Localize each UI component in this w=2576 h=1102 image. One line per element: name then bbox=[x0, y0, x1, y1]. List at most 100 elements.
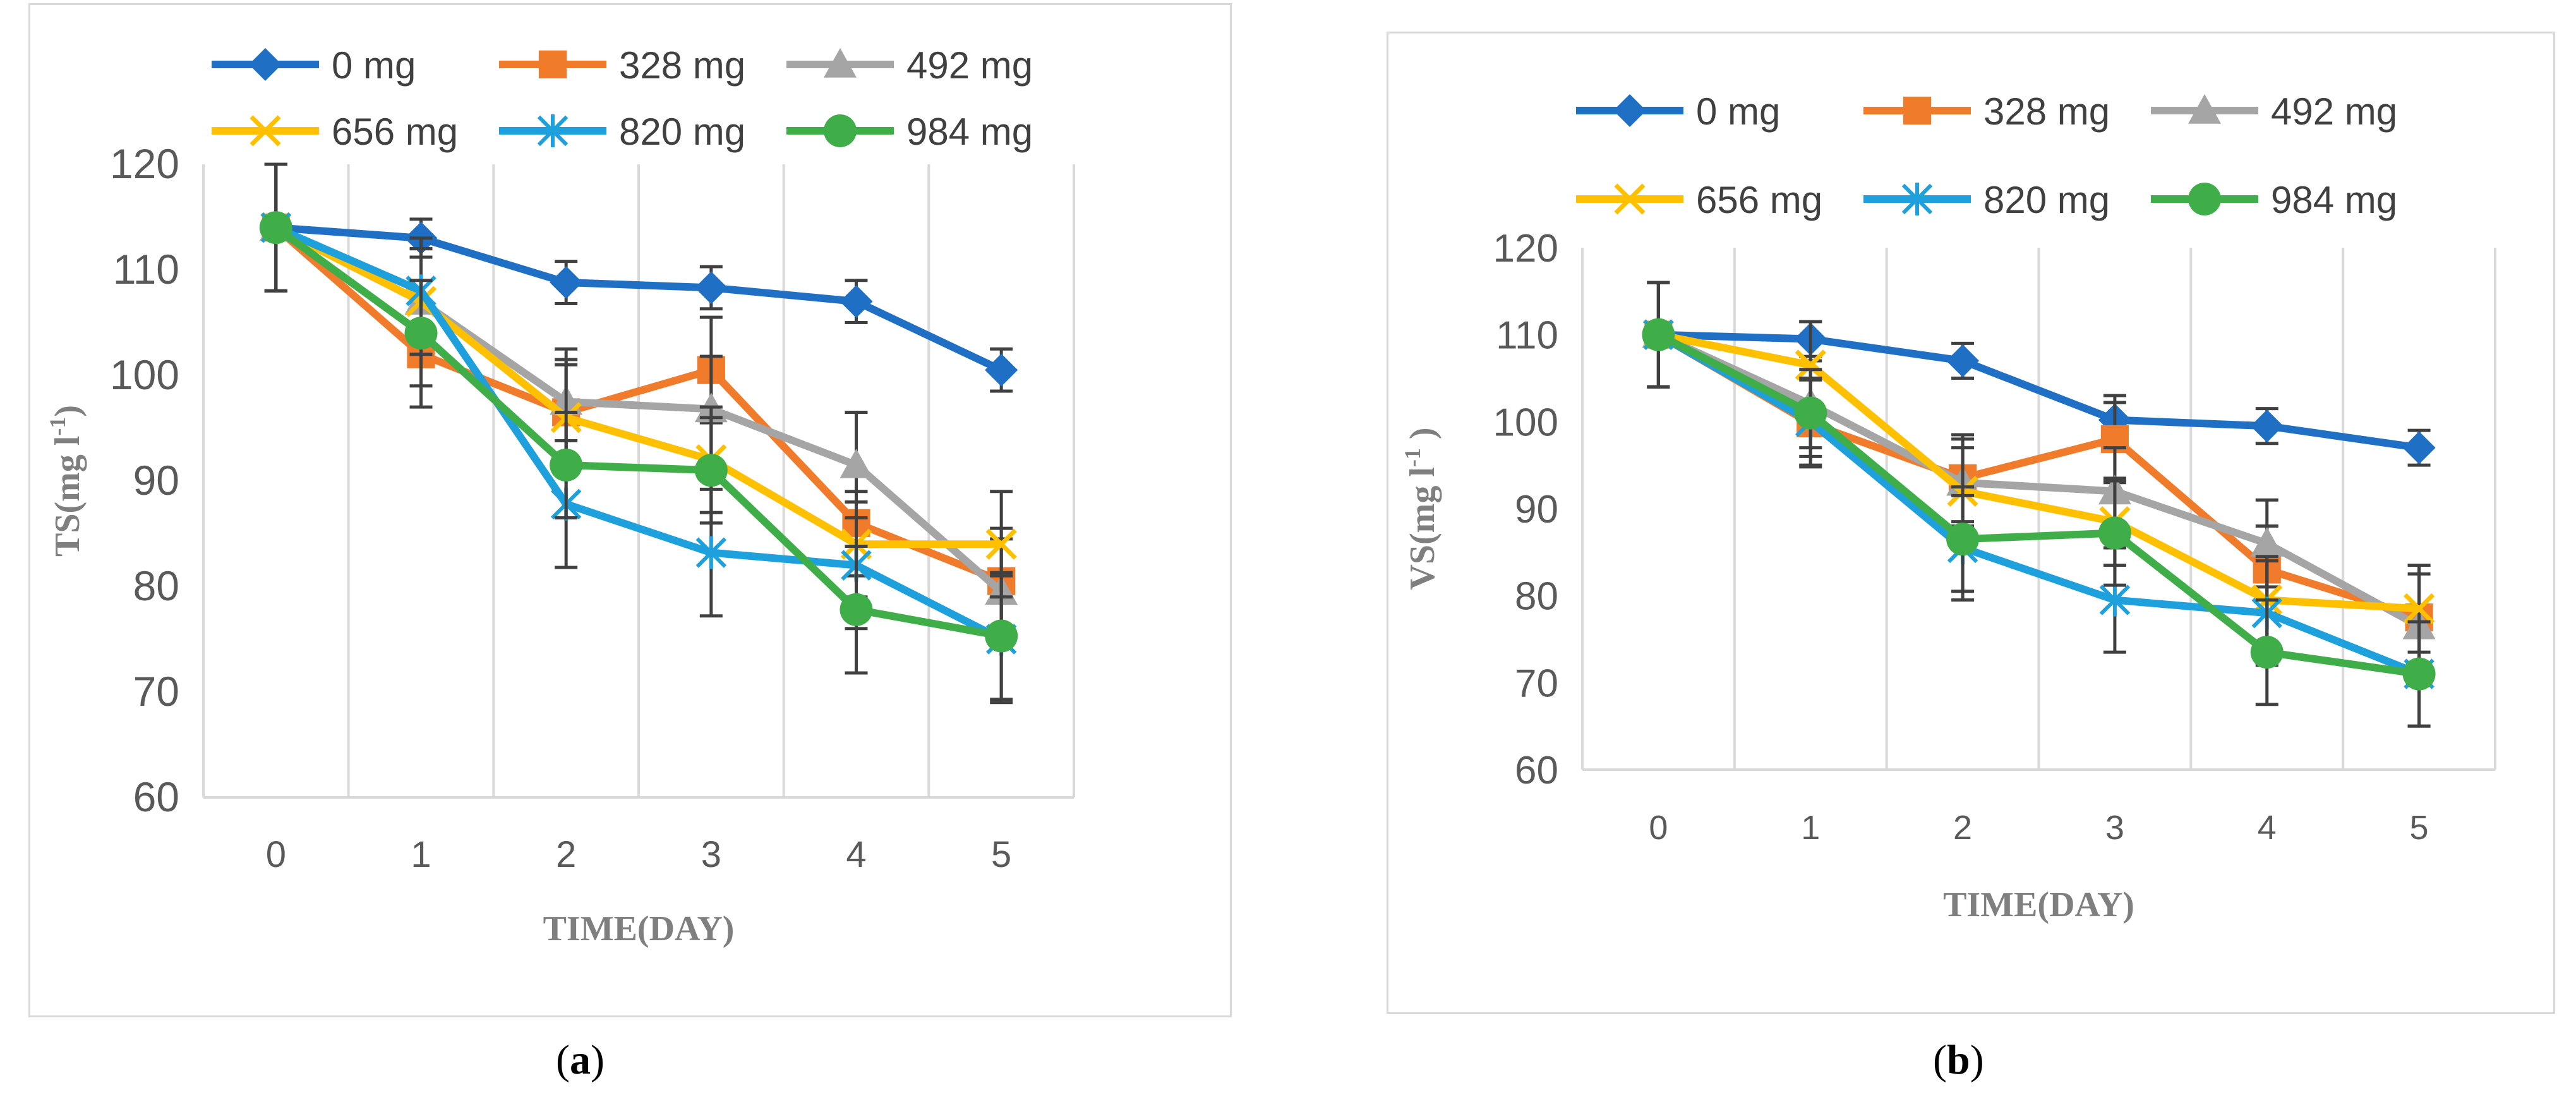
chart-a-series-656mg-line bbox=[274, 224, 1002, 548]
chart-b-legend-item-984mg: 984 mg bbox=[2151, 179, 2397, 221]
chart-a-series-984mg-point bbox=[694, 454, 728, 487]
chart-a-legend-item-0mg-marker bbox=[249, 48, 282, 81]
chart-a-series-984mg-point bbox=[404, 317, 438, 350]
chart-a-x-axis-title: TIME(DAY) bbox=[543, 909, 735, 948]
chart-a-legend-item-492mg: 492 mg bbox=[786, 44, 1033, 87]
chart-b-legend-item-0mg-marker bbox=[1613, 94, 1646, 127]
chart-b-legend-item-656mg: 656 mg bbox=[1576, 179, 1822, 221]
chart-b-legend-item-0mg: 0 mg bbox=[1576, 90, 1780, 133]
caption-a: (a) bbox=[556, 1037, 605, 1083]
chart-a-series-820mg-line bbox=[274, 224, 1003, 643]
chart-a-series-984mg-point bbox=[840, 593, 873, 626]
chart-b-legend-item-984mg-label: 984 mg bbox=[2271, 179, 2397, 221]
chart-a-y-tick-label: 100 bbox=[110, 351, 179, 398]
chart-a-series-984mg-point bbox=[985, 619, 1018, 653]
chart-a-x-tick-label: 3 bbox=[701, 834, 721, 875]
chart-b-series-492mg-point bbox=[2250, 527, 2284, 557]
chart-a-y-tick-label: 80 bbox=[133, 562, 179, 609]
chart-b-x-tick-label: 1 bbox=[1801, 809, 1820, 847]
chart-b-x-tick-label: 3 bbox=[2105, 809, 2124, 847]
chart-b-legend-item-656mg-label: 656 mg bbox=[1696, 179, 1822, 221]
chart-b-legend-item-656mg-marker bbox=[1614, 183, 1646, 215]
chart-b-y-tick-label: 60 bbox=[1515, 749, 1558, 792]
chart-b-legend-item-984mg-marker bbox=[2188, 183, 2221, 215]
chart-a-legend-item-984mg: 984 mg bbox=[786, 111, 1033, 153]
chart-b-series-984mg-point bbox=[2098, 516, 2131, 550]
chart-a-series-984mg-point bbox=[259, 211, 292, 245]
chart-b-series-984mg-point bbox=[1642, 318, 1675, 351]
chart-a-legend-item-820mg: 820 mg bbox=[499, 111, 745, 153]
chart-b-series-984mg-point bbox=[1946, 523, 1980, 556]
chart-b-series-656mg-point bbox=[2404, 593, 2435, 624]
chart-b-legend-item-328mg: 328 mg bbox=[1863, 90, 2110, 133]
chart-b-legend-item-820mg-marker bbox=[1901, 183, 1933, 215]
chart-b-series-656mg-line bbox=[1658, 330, 2419, 613]
chart-a-x-tick-label: 2 bbox=[556, 834, 576, 875]
chart-a-y-tick-label: 110 bbox=[113, 246, 179, 293]
chart-a-legend-item-0mg-label: 0 mg bbox=[332, 44, 416, 87]
chart-a-series-0mg-point bbox=[550, 266, 583, 300]
chart-b-series-492mg-line bbox=[1656, 331, 2421, 630]
chart-a-series-0mg-point bbox=[985, 353, 1018, 387]
chart-a-legend-item-656mg-marker bbox=[250, 115, 281, 147]
chart-a-x-tick-label: 1 bbox=[411, 834, 431, 875]
chart-b-y-tick-label: 90 bbox=[1515, 488, 1558, 531]
chart-b-legend-item-820mg: 820 mg bbox=[1863, 179, 2110, 221]
chart-b-y-axis-title: VS(mg l-1 ) bbox=[1400, 427, 1442, 590]
chart-b-y-tick-label: 80 bbox=[1515, 575, 1558, 619]
chart-a-legend-item-656mg-label: 656 mg bbox=[332, 111, 458, 153]
chart-a-series-984mg bbox=[259, 162, 1018, 701]
chart-a-legend-item-656mg: 656 mg bbox=[212, 111, 458, 153]
chart-a-legend-item-328mg: 328 mg bbox=[499, 44, 745, 87]
chart-a-x-tick-label: 0 bbox=[266, 834, 286, 875]
chart-b-y-tick-label: 100 bbox=[1493, 401, 1558, 444]
chart-a-y-tick-label: 70 bbox=[133, 668, 179, 715]
chart-b-x-tick-label: 0 bbox=[1649, 809, 1668, 847]
chart-a-legend-item-0mg: 0 mg bbox=[212, 44, 416, 87]
chart-b-series-820mg-point bbox=[2099, 583, 2131, 617]
chart-b-legend-item-492mg-label: 492 mg bbox=[2271, 90, 2397, 133]
chart-b-series-0mg-line bbox=[1658, 330, 2420, 452]
chart-b-x-tick-label: 4 bbox=[2258, 809, 2277, 847]
chart-a-series-984mg-point bbox=[550, 448, 583, 481]
chart-a-legend-item-984mg-marker bbox=[824, 114, 857, 147]
chart-b-series-0mg-point bbox=[2402, 431, 2436, 464]
chart-a-legend-item-328mg-label: 328 mg bbox=[619, 44, 745, 87]
chart-a-legend-item-984mg-label: 984 mg bbox=[906, 111, 1033, 153]
caption-b: (b) bbox=[1933, 1037, 1984, 1083]
chart-b-legend-item-492mg: 492 mg bbox=[2151, 90, 2397, 133]
chart-a-legend-item-492mg-marker bbox=[824, 48, 857, 78]
chart-b-legend-item-0mg-label: 0 mg bbox=[1696, 90, 1780, 133]
chart-b-series-656mg-point bbox=[1795, 349, 1826, 381]
chart-b-legend-item-820mg-label: 820 mg bbox=[1983, 179, 2110, 221]
chart-a-x-tick-label: 5 bbox=[991, 834, 1011, 875]
chart-a-x-tick-label: 4 bbox=[846, 834, 866, 875]
chart-b-series-984mg-point bbox=[2402, 657, 2436, 691]
chart-b-x-axis-title: TIME(DAY) bbox=[1943, 885, 2134, 924]
chart-b-series-984mg-point bbox=[1794, 396, 1827, 430]
chart-b-series-984mg-line bbox=[1656, 331, 2420, 678]
chart-a-series-328mg-line bbox=[273, 224, 1003, 585]
chart-b-y-tick-label: 110 bbox=[1496, 314, 1558, 358]
chart-a-y-tick-label: 60 bbox=[133, 773, 179, 820]
chart-b-x-tick-label: 2 bbox=[1953, 809, 1972, 847]
chart-b-series-0mg-point bbox=[2250, 409, 2284, 443]
chart-panel-a bbox=[28, 3, 1232, 1017]
chart-a-series-0mg bbox=[259, 162, 1018, 393]
chart-b-y-tick-label: 70 bbox=[1515, 662, 1558, 705]
chart-b-legend-item-328mg-marker bbox=[1903, 96, 1932, 125]
chart-a-y-tick-label: 120 bbox=[110, 140, 179, 187]
chart-b-series-984mg bbox=[1642, 281, 2436, 728]
chart-a-series-0mg-line bbox=[275, 224, 1003, 374]
chart-b-y-tick-label: 120 bbox=[1493, 227, 1558, 270]
chart-a-series-820mg-point bbox=[695, 536, 727, 569]
chart-b-series-984mg-point bbox=[2250, 636, 2284, 669]
chart-a-legend-item-328mg-marker bbox=[538, 50, 567, 79]
chart-a-y-tick-label: 90 bbox=[133, 457, 179, 504]
chart-a-series-656mg-point bbox=[985, 528, 1017, 560]
chart-a-legend-item-820mg-marker bbox=[537, 114, 569, 147]
chart-a-series-0mg-point bbox=[694, 271, 728, 305]
chart-a-series-984mg-line bbox=[274, 224, 1002, 640]
